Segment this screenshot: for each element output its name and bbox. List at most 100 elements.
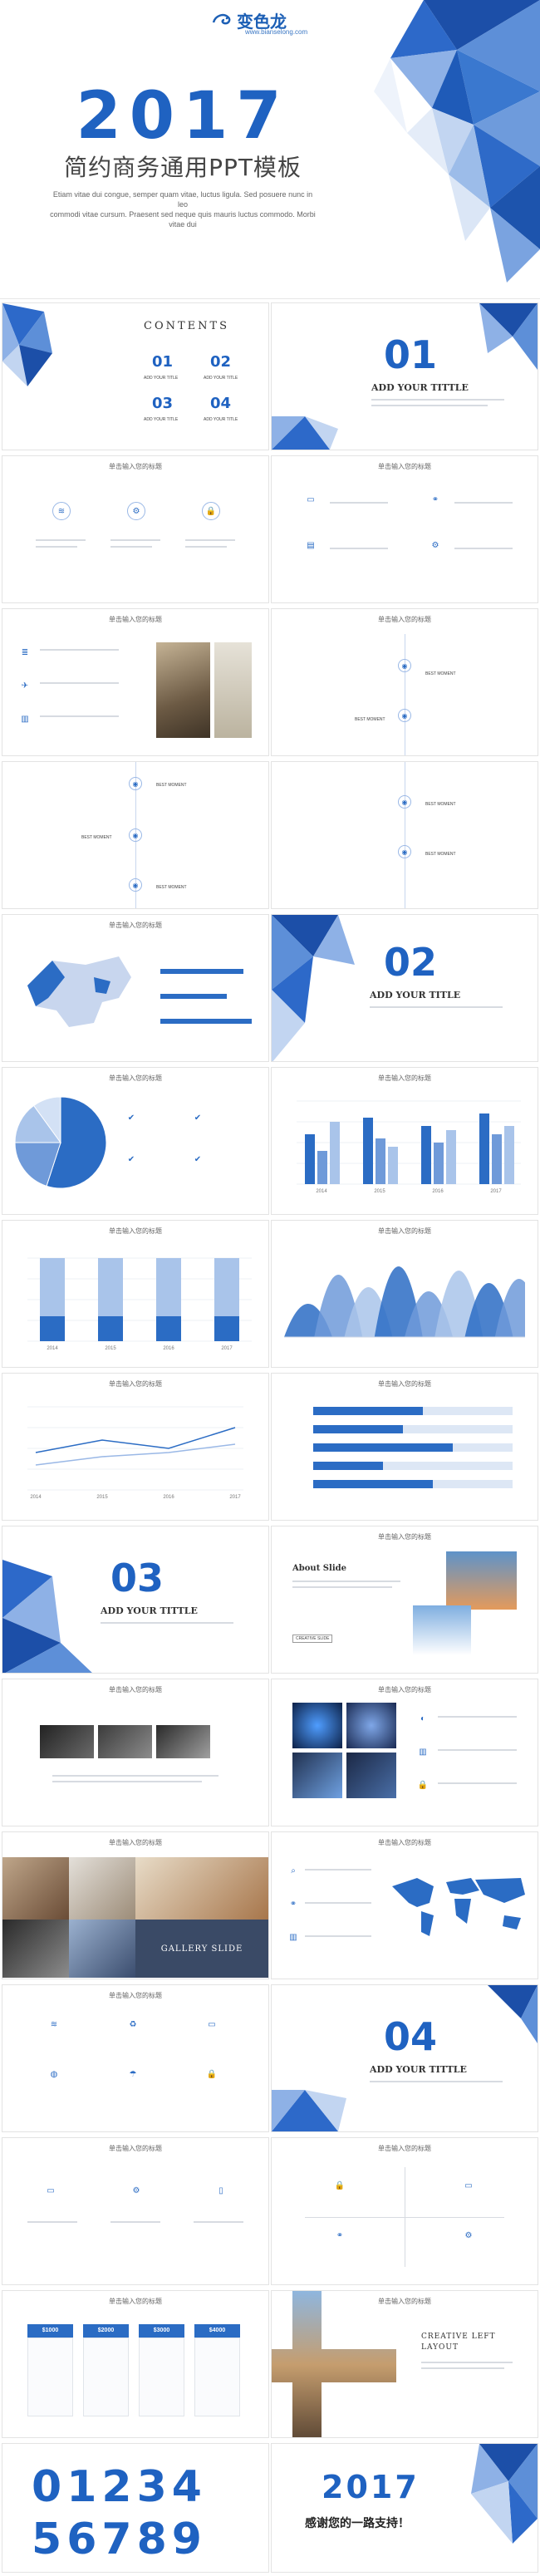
tech-photos-slide[interactable]: 单击输入您的标题 ◐ ▥ 🔒 (271, 1679, 538, 1826)
tick-label: 2014 (30, 1495, 42, 1500)
timeline-label: BEST MOMENT (425, 671, 456, 676)
link-icon: ⚭ (336, 2230, 344, 2240)
section-03-slide[interactable]: 03 ADD YOUR TITTLE (2, 1526, 269, 1674)
lock-icon: 🔒 (334, 2180, 346, 2190)
thanks-slide[interactable]: 2017 感谢您的一路支持！ (271, 2443, 538, 2573)
polygon-decoration (2, 1560, 92, 1673)
timeline-label: BEST MOMENT (355, 717, 385, 722)
cover-slide[interactable]: 变色龙 www.bianselong.com 2017 简约商务通用PPT模板 … (0, 0, 540, 299)
quadrant-slide[interactable]: 单击输入您的标题 🔒 ▭ ⚭ ⚙ (271, 2137, 538, 2285)
slide-title: 单击输入您的标题 (378, 616, 431, 623)
bar (317, 1151, 327, 1184)
digit-1: 1 (66, 2462, 97, 2512)
bar (363, 1118, 373, 1184)
pie-chart-slide[interactable]: 单击输入您的标题 ✔ ✔ ✔ ✔ (2, 1067, 269, 1215)
line-chart-slide[interactable]: 单击输入您的标题 2014 2015 2016 2017 (2, 1373, 269, 1521)
cover-title: 简约商务通用PPT模板 (64, 154, 302, 181)
progress-bar (160, 1019, 252, 1024)
contents-slide[interactable]: CONTENTS 01 02 ADD YOUR TITLE ADD YOUR T… (2, 302, 269, 450)
timeline-label: BEST MOMENT (156, 885, 187, 890)
digit-4: 4 (171, 2462, 202, 2512)
laptop-photos-slide[interactable]: 单击输入您的标题 (2, 1679, 269, 1826)
stacked-bar-chart: 2014 2015 2016 2017 (27, 1257, 252, 1351)
monitor-icon: ▭ (307, 494, 315, 504)
person-photo (156, 642, 210, 738)
area-chart-slide[interactable]: 单击输入您的标题 (271, 1220, 538, 1368)
bar-segment (156, 1316, 181, 1341)
section-04-slide[interactable]: 04 ADD YOUR TITTLE (271, 1984, 538, 2132)
contents-num-1: 01 (152, 353, 174, 371)
series-line (35, 1443, 236, 1466)
bar-segment (98, 1316, 123, 1341)
digit-0: 0 (32, 2462, 62, 2512)
gallery-photo (135, 1857, 268, 1920)
hbar-chart-slide[interactable]: 单击输入您的标题 (271, 1373, 538, 1521)
bar (330, 1122, 340, 1184)
timeline-node-icon: ◉ (398, 845, 411, 858)
timeline-node-icon: ◉ (398, 659, 411, 672)
slide-title: 单击输入您的标题 (109, 616, 162, 623)
timeline-slide-2[interactable]: ◉ ◉ ◉ BEST MOMENT BEST MOMENT BEST MOMEN… (2, 761, 269, 909)
settings-icon: ⚙ (464, 2230, 473, 2240)
photo-list-slide[interactable]: 单击输入您的标题 ≣ ✈ ▥ (2, 608, 269, 756)
section-02-slide[interactable]: 02 ADD YOUR TITLE (271, 914, 538, 1062)
bar (313, 1480, 433, 1488)
section-title: ADD YOUR TITTLE (370, 2064, 467, 2075)
price-header-3: $3000 (139, 2324, 184, 2338)
creative-layout-slide[interactable]: 单击输入您的标题 CREATIVE LEFT LAYOUT (271, 2290, 538, 2438)
laptop-photo (98, 1725, 152, 1758)
brand-logo: 变色龙 www.bianselong.com (212, 8, 307, 36)
price-header-1: $1000 (27, 2324, 73, 2338)
text-line (40, 715, 119, 717)
cover-desc-line-1: Etiam vitae dui congue, semper quam vita… (52, 190, 313, 209)
bar-track (313, 1462, 513, 1470)
map-slide[interactable]: 单击输入您的标题 (2, 914, 269, 1062)
tick-label: 2015 (374, 1189, 385, 1194)
bar-chart-slide[interactable]: 单击输入您的标题 2014 2015 2016 2017 (271, 1067, 538, 1215)
check-icon: ✔ (194, 1113, 202, 1123)
street-photo (214, 642, 252, 738)
slide-title: 单击输入您的标题 (109, 1380, 162, 1388)
wifi-icon: ≋ (50, 2019, 58, 2029)
icons-slide[interactable]: 单击输入您的标题 ≋ ⚙ 🔒 (2, 455, 269, 603)
pie-chart (14, 1096, 107, 1189)
digit-2: 2 (101, 2462, 132, 2512)
timeline-slide-1[interactable]: 单击输入您的标题 ◉ ◉ BEST MOMENT BEST MOMENT (271, 608, 538, 756)
text-line (438, 1749, 517, 1751)
bar (434, 1143, 444, 1184)
bar (305, 1134, 315, 1184)
section-title: ADD YOUR TITTLE (371, 382, 469, 393)
contents-label-4: ADD YOUR TITLE (204, 417, 238, 422)
timeline-slide-3[interactable]: ◉ ◉ BEST MOMENT BEST MOMENT (271, 761, 538, 909)
about-slide[interactable]: 单击输入您的标题 About Slide CREATIVE SLIDE (271, 1526, 538, 1674)
bar-track (313, 1425, 513, 1433)
world-map (392, 1878, 525, 1936)
chart-icon: ▥ (289, 1932, 297, 1942)
text-line (438, 1782, 517, 1784)
document-icon: ▯ (218, 2185, 223, 2195)
text-line (110, 2221, 160, 2223)
three-features-slide[interactable]: 单击输入您的标题 ▭ ⚙ ▯ (2, 2137, 269, 2285)
timeline-node-icon: ◉ (129, 878, 142, 892)
section-01-slide[interactable]: 01 ADD YOUR TITTLE (271, 302, 538, 450)
cover-year: 2017 (76, 79, 290, 154)
china-map (27, 956, 131, 1027)
chart-icon: ▥ (419, 1747, 427, 1757)
settings-icon: ⚙ (431, 540, 439, 550)
horizontal-bar-chart (313, 1407, 513, 1488)
icon-grid-slide[interactable]: 单击输入您的标题 ▭ ⚭ ▤ ⚙ (271, 455, 538, 603)
stacked-bar-slide[interactable]: 单击输入您的标题 2014 2015 2016 2017 (2, 1220, 269, 1368)
digits-row-1: 0 1 2 3 4 (32, 2462, 202, 2512)
digits-slide[interactable]: 0 1 2 3 4 5 6 7 8 9 (2, 2443, 269, 2573)
pricing-slide[interactable]: 单击输入您的标题 $1000 $2000 $3000 $4000 (2, 2290, 269, 2438)
settings-icon: ⚙ (127, 502, 145, 520)
icon-grid-slide-2[interactable]: 单击输入您的标题 ≋ ♻ ▭ ◍ ☂ 🔒 (2, 1984, 269, 2132)
gallery-slide[interactable]: 单击输入您的标题 GALLERY SLIDE (2, 1831, 269, 1979)
laptop-photo (156, 1725, 210, 1758)
timeline-label: BEST MOMENT (156, 783, 187, 788)
grouped-bar-chart: 2014 2015 2016 2017 (297, 1100, 521, 1194)
text-line (292, 1586, 392, 1588)
world-map-slide[interactable]: 单击输入您的标题 ⌕ ⚭ ▥ (271, 1831, 538, 1979)
text-line (52, 1781, 202, 1782)
tick-label: 2015 (96, 1495, 108, 1500)
